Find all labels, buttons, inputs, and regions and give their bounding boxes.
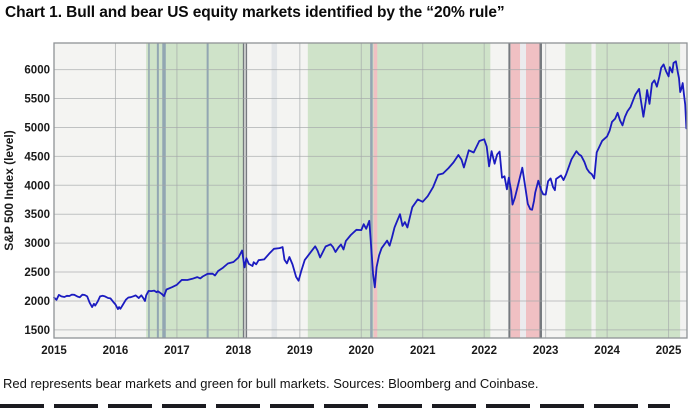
y-tick-label: 3500 [24, 209, 50, 221]
x-tick-label: 2016 [103, 345, 129, 357]
neutral-band [271, 43, 278, 338]
y-axis-label: S&P 500 Index (level) [2, 130, 16, 251]
y-tick-label: 6000 [24, 65, 50, 77]
event-line [370, 43, 373, 338]
plot-border [53, 42, 688, 339]
bull-market-band [307, 43, 491, 338]
x-tick-label: 2022 [471, 345, 497, 357]
bear-market-band [373, 43, 378, 338]
chart-caption: Red represents bear markets and green fo… [3, 376, 539, 391]
x-tick-label: 2017 [164, 345, 190, 357]
y-tick-label: 2500 [24, 267, 50, 279]
x-tick-label: 2025 [656, 345, 682, 357]
y-tick-label: 5500 [24, 94, 50, 106]
x-tick-label: 2020 [348, 345, 374, 357]
event-line [162, 43, 166, 338]
neutral-band [680, 43, 687, 338]
neutral-band [591, 43, 596, 338]
cropped-bottom-strip [0, 404, 670, 408]
event-line-dark [508, 43, 511, 338]
chart-title: Chart 1. Bull and bear US equity markets… [5, 4, 505, 21]
x-tick-label: 2024 [594, 345, 620, 357]
y-tick-label: 3000 [24, 238, 50, 250]
event-line-dark [242, 43, 245, 338]
bull-market-band [565, 43, 681, 338]
y-tick-label: 1500 [24, 325, 50, 337]
event-line [156, 43, 159, 338]
x-tick-label: 2015 [41, 345, 67, 357]
bear-market-band [510, 43, 521, 338]
y-tick-label: 2000 [24, 296, 50, 308]
event-line [148, 43, 150, 338]
x-tick-label: 2019 [287, 345, 313, 357]
y-tick-label: 4500 [24, 151, 50, 163]
x-tick-label: 2023 [533, 345, 559, 357]
sp500-chart: 1500 2000 2500 3000 3500 4000 4500 5000 5500 6000… [2, 42, 688, 357]
event-line [206, 43, 209, 338]
x-tick-label: 2018 [226, 345, 252, 357]
x-tick-label: 2021 [410, 345, 436, 357]
event-line-dark [245, 43, 248, 338]
y-tick-label: 4000 [24, 180, 50, 192]
y-tick-label: 5000 [24, 122, 50, 134]
sp500-line [53, 60, 688, 311]
bear-market-band [525, 43, 540, 338]
neutral-band [520, 43, 526, 338]
